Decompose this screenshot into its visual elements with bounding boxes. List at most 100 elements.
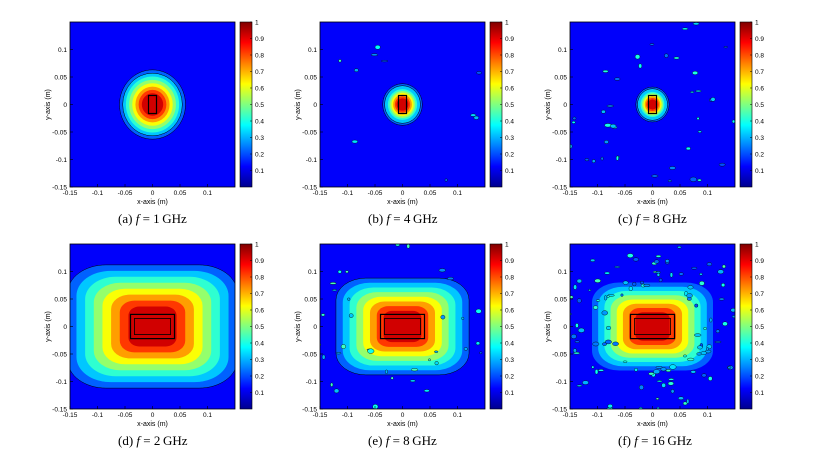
speckle-contour [683, 354, 687, 358]
speckle-contour [338, 59, 342, 63]
speckle-contour [638, 63, 643, 69]
speckle-contour [606, 325, 612, 330]
caption-f-symbol: f [136, 433, 141, 448]
caption-equals: = [641, 433, 649, 448]
speckle-contour [470, 113, 477, 117]
colorbar-tick-label: 0.1 [755, 390, 764, 397]
speckle-contour [604, 339, 612, 345]
speckle-contour [390, 376, 394, 380]
colorbar-tick-label: 0.9 [755, 36, 764, 43]
speckle-contour [678, 272, 684, 276]
speckle-contour [634, 368, 638, 372]
x-tick-label: -0.1 [92, 412, 104, 419]
contour-level [141, 93, 164, 116]
y-tick-label: -0.05 [52, 129, 67, 136]
panel-e: -0.15 -0.1 -0.05 0 0.05 0.1 0.1 0.05 0 -0.05 -0.1 -… [290, 236, 550, 461]
caption-freq-unit: GHz [413, 211, 438, 226]
colorbar-tick-label: 0.7 [755, 291, 764, 298]
colorbar-tick-label: 0.2 [255, 151, 264, 158]
speckle-contour [614, 77, 621, 81]
y-tick-label: -0.05 [552, 351, 567, 358]
speckle-contour [690, 91, 695, 94]
speckle-contour [694, 333, 702, 337]
x-tick-label: 0.05 [424, 190, 437, 197]
object-outline [647, 94, 658, 115]
speckle-contour [669, 166, 676, 170]
y-tick-label: -0.15 [552, 406, 567, 413]
speckle-contour [730, 308, 735, 313]
speckle-contour [594, 278, 601, 283]
panel-b: -0.15 -0.1 -0.05 0 0.05 0.1 0.1 0.05 0 -0.05 -0.1 -… [290, 14, 550, 239]
colorbar-tick-label: 0.4 [755, 118, 764, 125]
speckle-contour [606, 295, 610, 298]
colorbar-tick-label: 0.1 [255, 390, 264, 397]
speckle-contour [697, 345, 703, 350]
speckle-contour [626, 253, 634, 258]
y-tick-label: -0.15 [302, 184, 317, 191]
x-tick-label: -0.1 [342, 412, 354, 419]
colorbar-tick-label: 0.1 [755, 168, 764, 175]
speckle-contour [722, 264, 726, 269]
speckle-contour [656, 194, 661, 196]
speckle-contour [665, 259, 670, 263]
caption-b: (b) f = 4 GHz [368, 211, 438, 227]
speckle-contour [721, 283, 726, 288]
speckle-contour [634, 54, 641, 60]
contour-plot-a: -0.15 -0.1 -0.05 0 0.05 0.1 0.1 0.05 0 -0.05 -0.1 -… [45, 19, 264, 206]
speckle-contour [656, 406, 660, 409]
colorbar-tick-label: 0.1 [505, 390, 514, 397]
object-outline [629, 313, 676, 340]
speckle-contour [643, 283, 651, 287]
speckle-contour [447, 276, 454, 281]
speckle-contour [577, 327, 585, 333]
speckle-contour [406, 244, 410, 249]
y-axis-label: y-axis (m) [45, 311, 52, 342]
colorbar-tick-label: 0.4 [755, 340, 764, 347]
x-tick-label: -0.05 [618, 412, 633, 419]
speckle-contour [570, 295, 574, 299]
speckle-contour [678, 396, 684, 400]
colorbar-tick-label: 0.5 [505, 102, 514, 109]
speckle-contour [606, 104, 614, 108]
speckle-contour [602, 69, 609, 73]
y-tick-label: -0.05 [302, 129, 317, 136]
x-tick-label: 0.05 [174, 190, 187, 197]
speckle-contour [372, 404, 379, 409]
speckle-contour [337, 270, 342, 274]
colorbar-tick-label: 0.4 [255, 340, 264, 347]
object-outline [379, 313, 426, 340]
caption-equals: = [393, 211, 401, 226]
panel-a: -0.15 -0.1 -0.05 0 0.05 0.1 0.1 0.05 0 -0.05 -0.1 -… [40, 14, 300, 239]
x-tick-label: -0.15 [313, 190, 328, 197]
x-tick-label: 0 [151, 412, 155, 419]
x-tick-label: 0.1 [453, 190, 462, 197]
x-tick-label: -0.15 [313, 412, 328, 419]
speckle-contour [572, 348, 577, 353]
speckle-contour [592, 341, 600, 347]
speckle-contour [329, 282, 337, 285]
caption-f-symbol: f [385, 433, 390, 448]
speckle-contour [434, 350, 439, 353]
speckle-contour [662, 413, 667, 416]
speckle-contour [333, 388, 340, 394]
speckle-contour [651, 174, 659, 178]
contour-level [647, 99, 658, 110]
speckle-contour [692, 70, 699, 75]
speckle-contour [572, 116, 577, 121]
speckle-contour [656, 272, 660, 277]
colorbar-tick-label: 0.8 [255, 274, 264, 281]
x-tick-label: 0.05 [674, 190, 687, 197]
speckle-contour [638, 407, 643, 409]
colorbar-tick-label: 0.5 [755, 324, 764, 331]
speckle-contour [669, 272, 673, 278]
speckle-contour [717, 269, 724, 275]
colorbar-tick-label: 0.5 [255, 102, 264, 109]
colorbar-tick-label: 0.2 [505, 373, 514, 380]
speckle-contour [640, 280, 644, 285]
colorbar-tick-label: 1 [505, 241, 509, 248]
colorbar-tick-label: 0.6 [755, 85, 764, 92]
caption-freq-unit: GHz [412, 433, 437, 448]
caption-f-symbol: f [635, 211, 640, 226]
speckle-contour [584, 158, 590, 162]
panel-c: -0.15 -0.1 -0.05 0 0.05 0.1 0.1 0.05 0 -0.05 -0.1 -… [540, 14, 800, 239]
